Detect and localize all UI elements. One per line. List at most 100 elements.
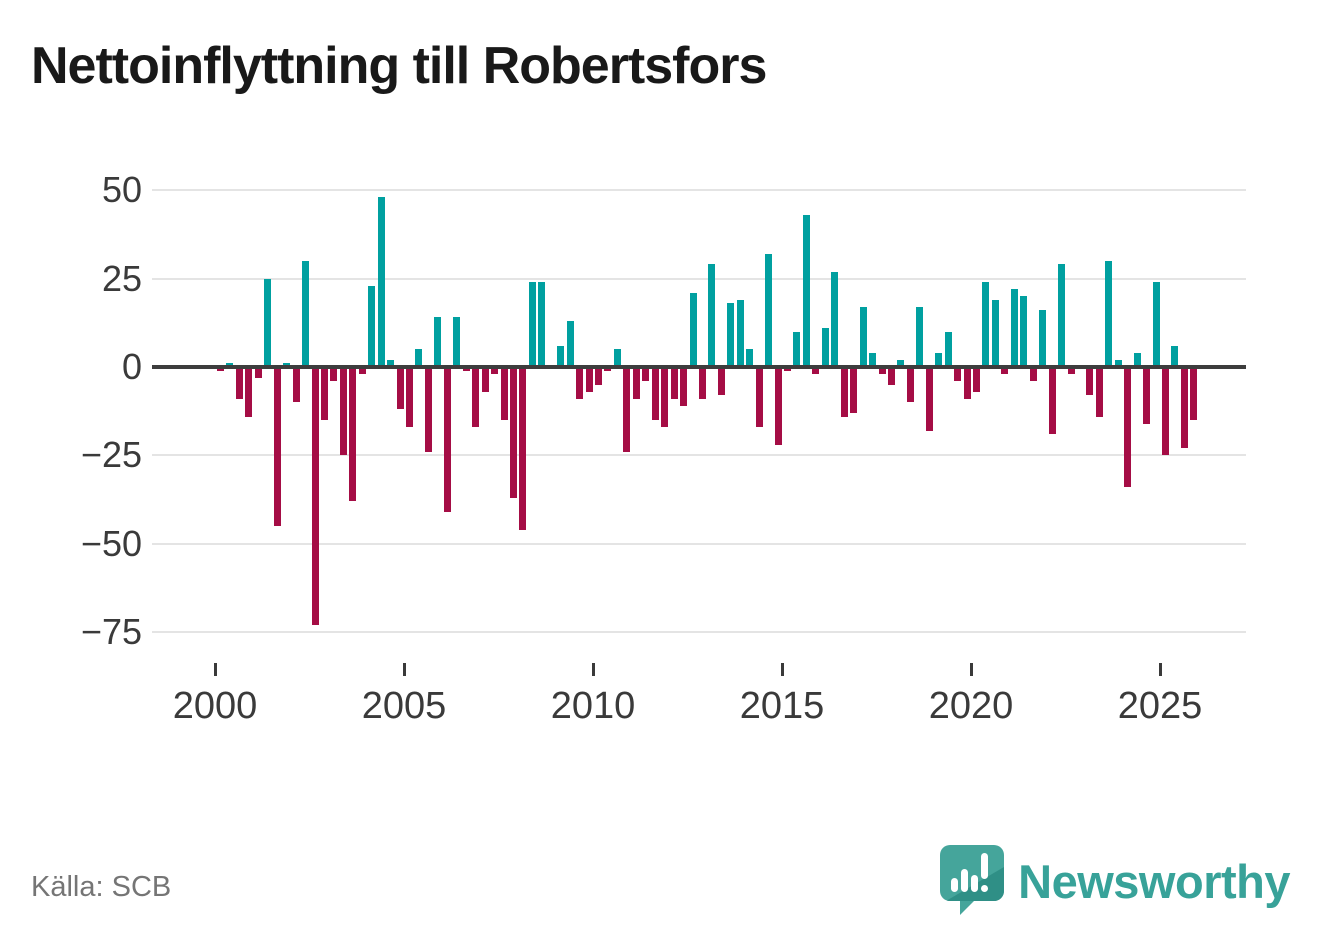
bar — [557, 345, 565, 367]
y-axis-tick-label: 0 — [121, 346, 142, 387]
bar — [1162, 367, 1169, 456]
x-axis-tick-mark — [591, 663, 595, 676]
bar — [528, 282, 536, 367]
bar — [613, 349, 621, 367]
bar — [812, 367, 820, 375]
y-axis-tick-label: −50 — [80, 522, 142, 564]
x-axis-tick-mark — [969, 663, 973, 676]
bar — [887, 367, 895, 385]
x-axis-tick-mark — [780, 663, 784, 676]
bar — [576, 367, 584, 399]
bar — [651, 367, 659, 421]
bar — [1086, 367, 1094, 396]
bar — [1029, 367, 1037, 382]
bar — [1048, 367, 1056, 435]
bar — [1114, 359, 1122, 367]
x-axis-tick-label: 2005 — [361, 685, 447, 727]
bar — [585, 367, 593, 392]
bar — [434, 317, 442, 367]
gridline — [152, 189, 1246, 192]
bar — [1143, 367, 1151, 424]
bar — [245, 367, 253, 417]
bar — [746, 349, 754, 367]
bar — [670, 367, 678, 399]
y-axis-tick-label: −75 — [80, 611, 142, 653]
bar — [708, 264, 716, 367]
bar — [963, 367, 971, 399]
gridline — [152, 454, 1246, 457]
bar — [878, 367, 886, 375]
x-axis-tick-mark — [213, 663, 217, 676]
bar — [850, 367, 858, 413]
bar — [1180, 367, 1188, 449]
bar — [916, 306, 924, 367]
bar — [982, 282, 990, 367]
bar — [254, 367, 262, 378]
bar — [698, 367, 706, 399]
bar — [566, 321, 574, 367]
bar — [831, 271, 839, 367]
bar — [500, 367, 508, 421]
bar — [1039, 310, 1047, 367]
bar — [765, 253, 773, 367]
bar — [472, 367, 480, 428]
bar — [717, 367, 725, 396]
bar — [1190, 367, 1198, 421]
bar — [406, 367, 413, 428]
bar — [802, 214, 810, 367]
newsworthy-logo-link[interactable]: Newsworthy — [940, 845, 1290, 917]
gridline — [152, 542, 1246, 545]
bar — [339, 367, 347, 456]
x-axis-tick-label: 2025 — [1117, 685, 1203, 727]
bar — [869, 352, 877, 367]
bar — [1095, 367, 1103, 417]
bar — [1010, 289, 1018, 367]
bar — [273, 367, 281, 527]
y-axis-tick-label: −25 — [80, 434, 142, 476]
bar — [368, 285, 376, 367]
bar — [1152, 282, 1160, 367]
y-axis-tick-label: 50 — [101, 169, 142, 211]
bar — [330, 367, 338, 382]
bar — [991, 299, 999, 367]
bar — [755, 367, 763, 428]
bar — [944, 331, 952, 367]
bar — [1058, 264, 1066, 367]
bar — [481, 367, 489, 392]
bar — [736, 299, 744, 367]
bar — [689, 292, 697, 367]
bar — [793, 331, 801, 367]
bar — [311, 367, 319, 626]
bar — [954, 367, 962, 382]
bar — [235, 367, 243, 399]
bar — [358, 367, 366, 375]
bar — [1067, 367, 1075, 375]
gridline — [152, 631, 1246, 634]
bar — [1124, 367, 1132, 488]
bar — [1171, 345, 1179, 367]
bar — [859, 306, 867, 367]
bar — [642, 367, 650, 382]
x-axis-tick-label: 2010 — [550, 685, 636, 727]
source-note: Källa: SCB — [31, 871, 172, 903]
bar — [935, 352, 943, 367]
newsworthy-wordmark: Newsworthy — [1018, 854, 1290, 908]
bar — [320, 367, 328, 421]
bar — [443, 367, 451, 512]
zero-line — [152, 365, 1246, 369]
x-axis-tick-label: 2020 — [928, 685, 1014, 727]
bar — [623, 367, 631, 452]
bar — [897, 359, 905, 367]
bar — [1133, 352, 1141, 367]
bar — [925, 367, 933, 431]
bar — [840, 367, 848, 417]
bar — [387, 359, 395, 367]
bar — [453, 317, 461, 367]
bar — [821, 328, 829, 367]
bar — [661, 367, 669, 428]
bar — [396, 367, 404, 410]
bar — [377, 197, 385, 367]
bar — [292, 367, 300, 403]
